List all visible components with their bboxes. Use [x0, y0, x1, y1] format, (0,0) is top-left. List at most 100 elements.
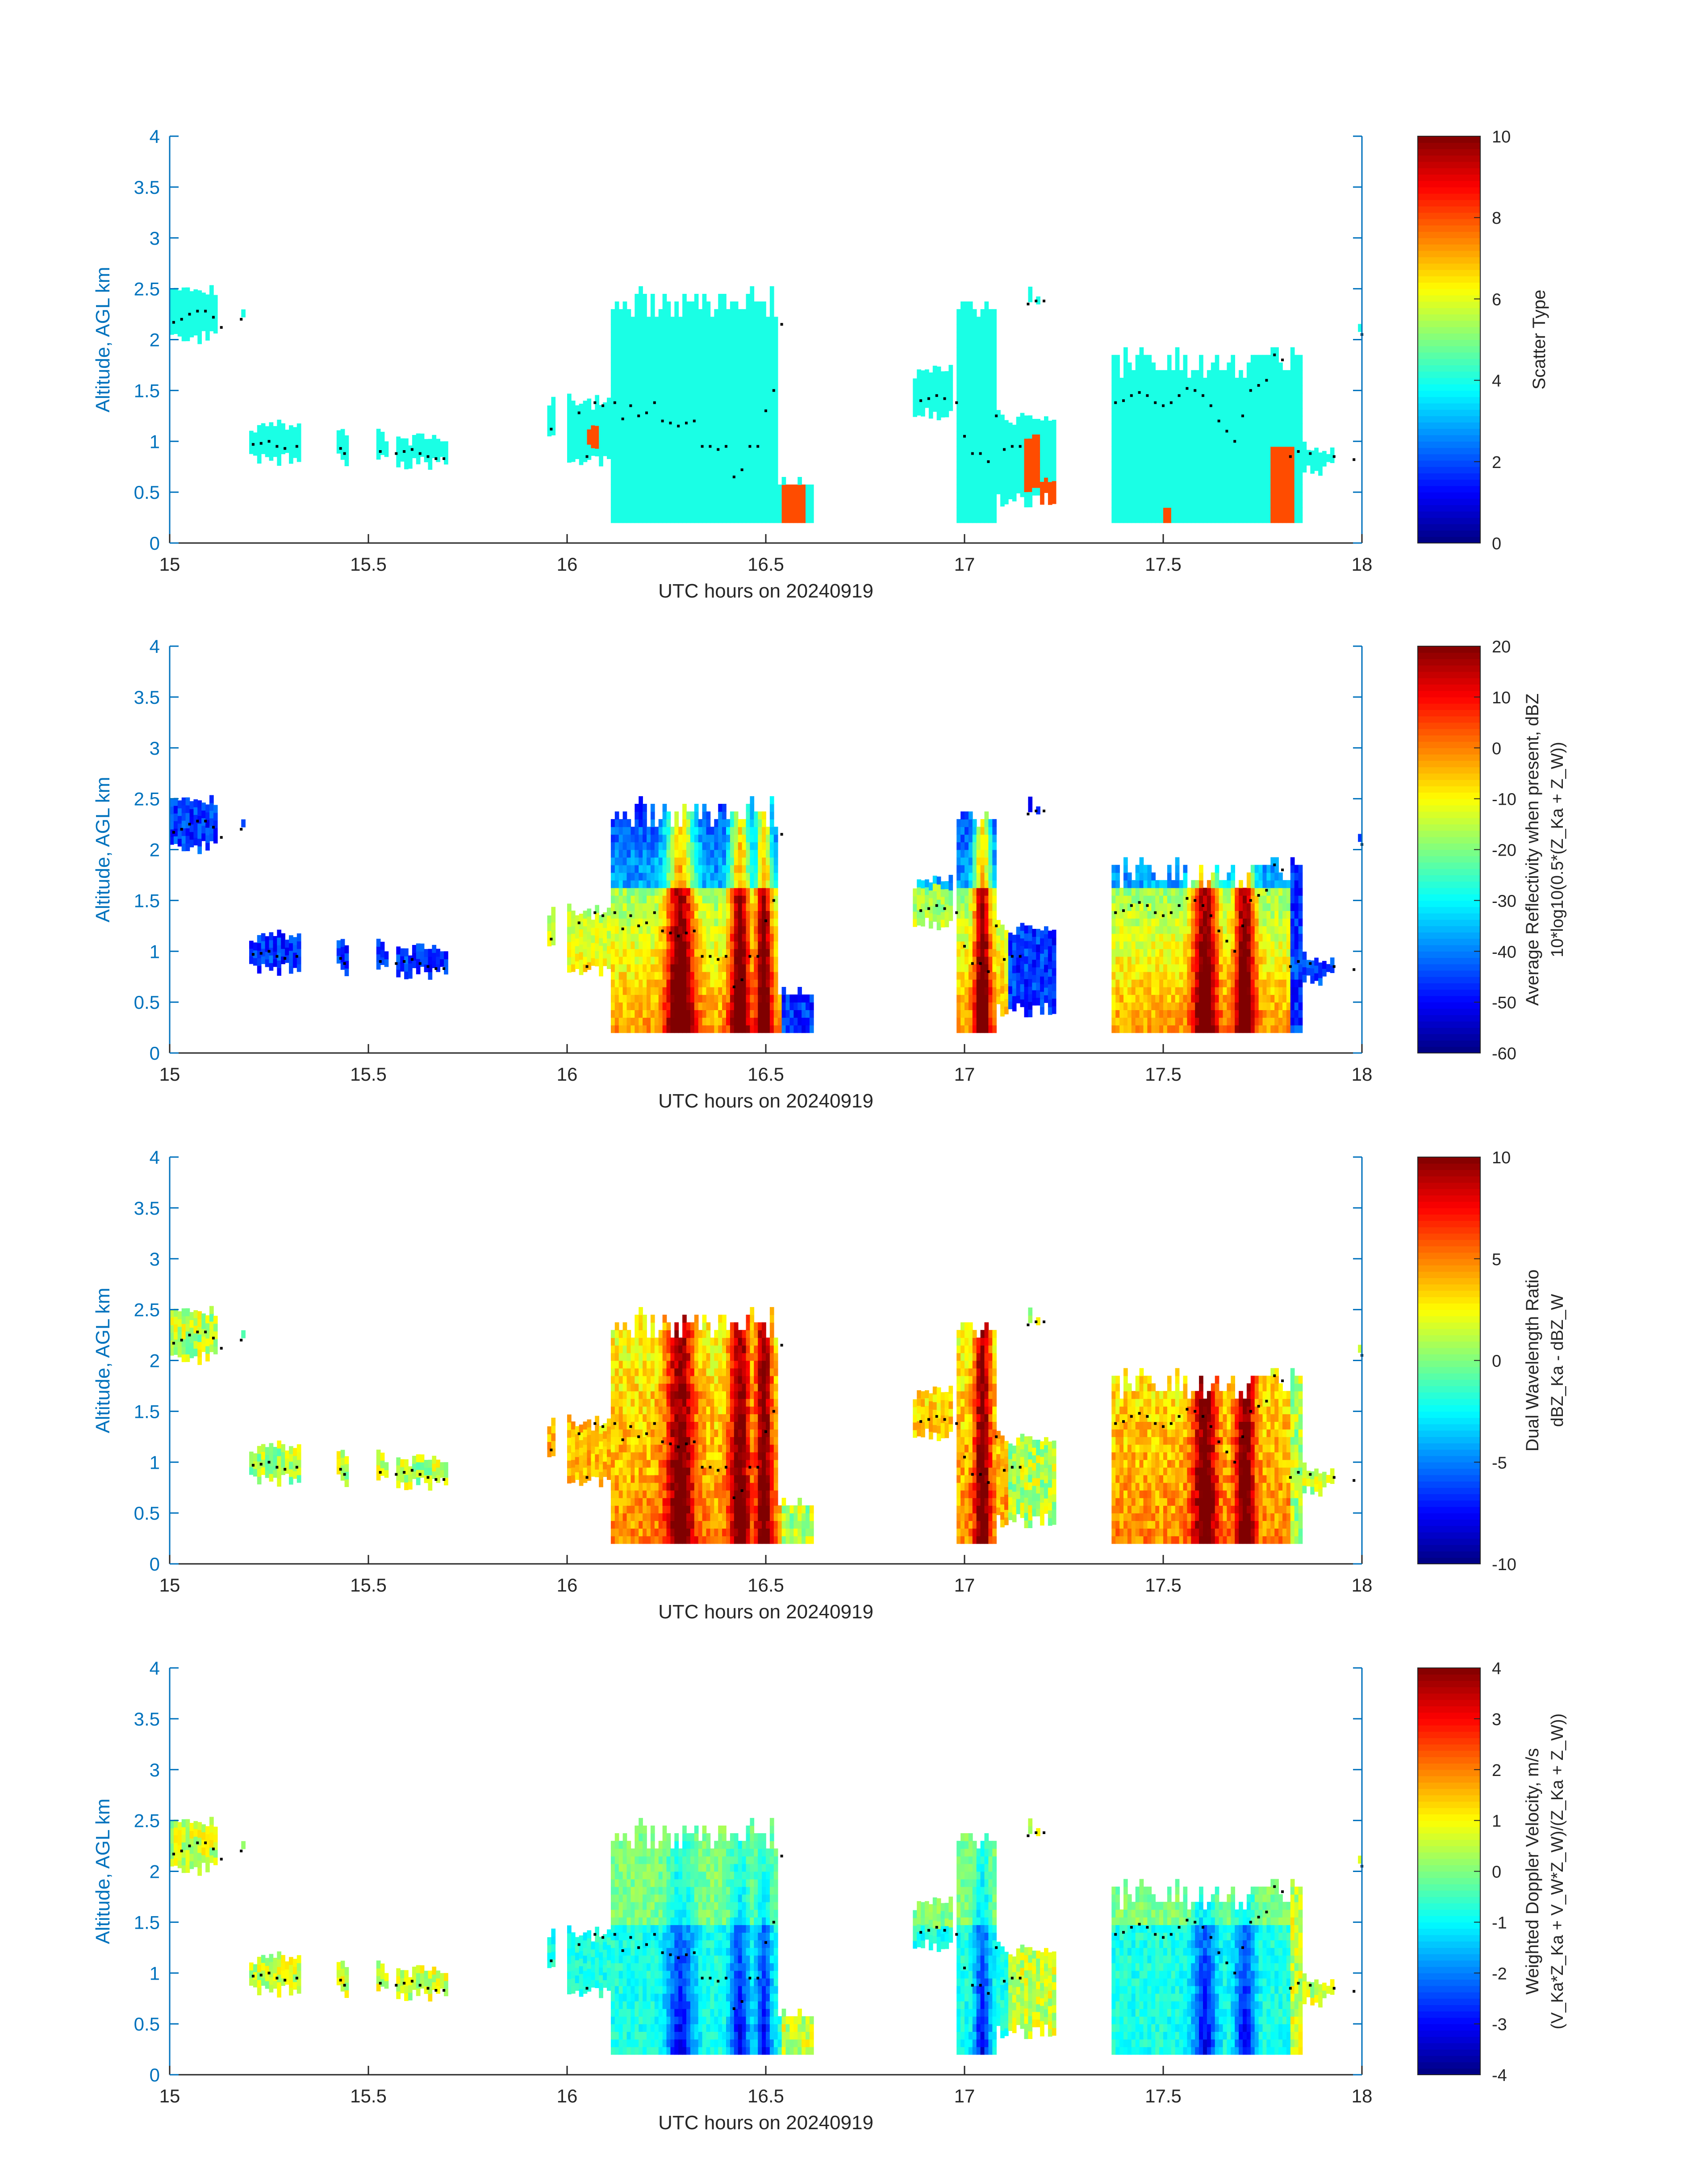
- heatmap-cell: [623, 507, 627, 515]
- heatmap-cell: [1195, 423, 1199, 431]
- heatmap-cell: [770, 355, 774, 363]
- heatmap-cell: [810, 485, 814, 493]
- heatmap-cell: [1247, 423, 1251, 431]
- heatmap-cell: [1303, 464, 1307, 472]
- heatmap-cell: [639, 515, 643, 523]
- heatmap-cell: [631, 926, 635, 934]
- heatmap-cell: [722, 933, 727, 941]
- heatmap-cell: [1183, 492, 1188, 500]
- y-tick-label: 2: [150, 330, 160, 351]
- heatmap-cell: [1215, 500, 1219, 508]
- heatmap-cell: [1179, 423, 1184, 431]
- heatmap-cell: [734, 340, 739, 348]
- heatmap-cell: [611, 918, 615, 926]
- heatmap-cell: [659, 462, 663, 470]
- heatmap-cell: [1044, 439, 1048, 447]
- heatmap-cell: [1175, 416, 1180, 424]
- heatmap-cell: [793, 507, 798, 515]
- heatmap-cell: [579, 960, 584, 968]
- heatmap-cell: [289, 958, 293, 966]
- heatmap-cell: [1163, 423, 1168, 431]
- marker-point: [963, 435, 966, 438]
- heatmap-cell: [1207, 408, 1211, 416]
- heatmap-cell: [1048, 428, 1052, 436]
- heatmap-cell: [615, 819, 619, 827]
- heatmap-cell: [762, 401, 766, 409]
- heatmap-cell: [193, 297, 198, 305]
- heatmap-cell: [1295, 439, 1299, 447]
- heatmap-cell: [786, 507, 790, 515]
- heatmap-cell: [1028, 484, 1032, 492]
- heatmap-cell: [698, 469, 703, 477]
- heatmap-cell: [690, 941, 695, 949]
- heatmap-cell: [690, 370, 695, 378]
- heatmap-cell: [722, 903, 727, 911]
- heatmap-cell: [714, 857, 718, 865]
- heatmap-cell: [694, 439, 699, 447]
- heatmap-cell: [714, 880, 718, 888]
- heatmap-cell: [956, 370, 961, 378]
- heatmap-cell: [722, 827, 727, 835]
- heatmap-cell: [774, 857, 778, 865]
- heatmap-cell: [1163, 515, 1168, 523]
- heatmap-cell: [774, 515, 778, 523]
- heatmap-cell: [762, 827, 766, 835]
- heatmap-cell: [611, 485, 615, 493]
- heatmap-cell: [269, 453, 274, 461]
- heatmap-cell: [643, 324, 647, 332]
- heatmap-cell: [746, 515, 751, 523]
- heatmap-cell: [1155, 515, 1160, 523]
- heatmap-cell: [293, 937, 297, 945]
- heatmap-cell: [1286, 370, 1291, 378]
- heatmap-cell: [686, 811, 691, 819]
- heatmap-cell: [1235, 492, 1239, 500]
- heatmap-cell: [1012, 471, 1017, 479]
- heatmap-cell: [1255, 454, 1259, 462]
- heatmap-cell: [404, 446, 409, 454]
- heatmap-cell: [678, 865, 683, 873]
- heatmap-cell: [416, 456, 421, 464]
- heatmap-cell: [698, 401, 703, 409]
- heatmap-cell: [738, 332, 743, 340]
- heatmap-cell: [1247, 363, 1251, 371]
- heatmap-cell: [682, 857, 687, 865]
- heatmap-cell: [750, 895, 754, 903]
- heatmap-cell: [1111, 515, 1116, 523]
- heatmap-cell: [1207, 500, 1211, 508]
- heatmap-cell: [992, 324, 997, 332]
- heatmap-cell: [1144, 469, 1148, 477]
- heatmap-cell: [1247, 393, 1251, 401]
- heatmap-cell: [746, 477, 751, 485]
- heatmap-cell: [718, 827, 722, 835]
- heatmap-cell: [1270, 485, 1275, 493]
- heatmap-cell: [663, 393, 667, 401]
- heatmap-cell: [655, 378, 659, 386]
- heatmap-cell: [981, 393, 985, 401]
- heatmap-cell: [1215, 485, 1219, 493]
- heatmap-cell: [571, 439, 576, 447]
- heatmap-cell: [992, 317, 997, 325]
- heatmap-cell: [627, 363, 631, 371]
- heatmap-cell: [663, 423, 667, 431]
- marker-point: [701, 445, 704, 448]
- heatmap-cell: [1151, 477, 1156, 485]
- heatmap-cell: [798, 477, 802, 485]
- heatmap-cell: [1223, 416, 1228, 424]
- heatmap-cell: [1147, 507, 1152, 515]
- heatmap-cell: [667, 827, 671, 835]
- heatmap-cell: [408, 971, 413, 979]
- heatmap-cell: [1255, 393, 1259, 401]
- heatmap-cell: [1247, 370, 1251, 378]
- heatmap-cell: [643, 378, 647, 386]
- heatmap-cell: [682, 454, 687, 462]
- heatmap-cell: [619, 439, 623, 447]
- heatmap-cell: [627, 994, 631, 1003]
- heatmap-cell: [663, 834, 667, 842]
- heatmap-cell: [1123, 439, 1128, 447]
- heatmap-cell: [758, 317, 762, 325]
- heatmap-cell: [674, 873, 679, 881]
- heatmap-cell: [754, 301, 758, 309]
- heatmap-cell: [1295, 355, 1299, 363]
- heatmap-cell: [710, 462, 714, 470]
- heatmap-cell: [750, 393, 754, 401]
